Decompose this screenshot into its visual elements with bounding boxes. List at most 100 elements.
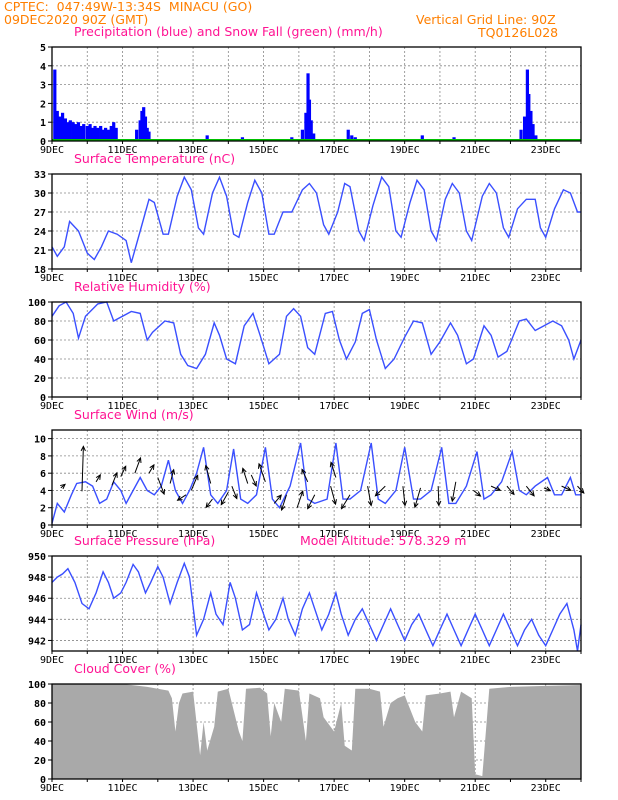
ytick-label-wind-3: 6 [40, 469, 46, 480]
wind-arrow-shaft-37 [561, 485, 571, 491]
wind-arrow-head-20 [298, 490, 304, 497]
series-line-temp [51, 175, 581, 263]
panel-title-precip: Precipitation (blue) and Snow Fall (gree… [74, 24, 383, 39]
precip-bar-20 [106, 129, 111, 141]
wind-arrow-shaft-28 [402, 486, 406, 506]
wind-arrow-shaft-13 [220, 491, 229, 505]
precip-bar-57 [531, 124, 535, 141]
precip-bar-56 [529, 110, 533, 141]
xtick-label-precip-2: 13DEC [178, 145, 208, 156]
xtick-label-temp-6: 21DEC [460, 273, 490, 284]
precip-bar-6 [68, 120, 72, 141]
precip-bar-14 [90, 127, 95, 141]
xtick-label-rh-1: 11DEC [107, 401, 137, 412]
xtick-label-wind-5: 19DEC [390, 529, 420, 540]
xtick-label-wind-7: 23DEC [531, 529, 561, 540]
panel-annotation-pres: Model Altitude: 578.329 m [300, 533, 466, 548]
wind-arrow-head-29 [413, 502, 419, 509]
ytick-label-wind-0: 0 [40, 521, 46, 532]
panel-rh: Relative Humidity (%) 0 20 40 60 80 100 9DEC 11D… [28, 279, 582, 412]
precip-bar-21 [109, 125, 113, 141]
xtick-label-pres-5: 19DEC [390, 655, 420, 666]
precip-bar-44 [350, 135, 354, 141]
header-grid-line: Vertical Grid Line: 90Z [416, 12, 556, 27]
xtick-label-precip-7: 23DEC [531, 145, 561, 156]
xtick-label-rh-3: 15DEC [249, 401, 279, 412]
panel-wind: Surface Wind (m/s) 0 2 4 6 8 10 9DEC 11DEC 13DEC 1… [34, 407, 585, 540]
wind-arrow-head-7 [160, 489, 166, 496]
xtick-label-wind-6: 21DEC [460, 529, 490, 540]
precip-bar-17 [99, 125, 103, 141]
wind-arrow-shaft-32 [473, 490, 481, 497]
precip-bar-19 [104, 127, 108, 141]
xtick-label-precip-0: 9DEC [40, 145, 64, 156]
wind-arrow-head-36 [545, 486, 552, 492]
wind-arrow-shaft-20 [296, 490, 304, 508]
ytick-label-rh-1: 20 [34, 374, 46, 385]
xtick-label-temp-0: 9DEC [40, 273, 64, 284]
xtick-label-pres-2: 13DEC [178, 655, 208, 666]
precip-bar-27 [140, 110, 144, 141]
wind-arrow-head-33 [495, 486, 502, 491]
ytick-label-cloud-5: 100 [28, 680, 46, 691]
xtick-label-wind-4: 17DEC [319, 529, 349, 540]
xtick-label-cloud-2: 13DEC [178, 783, 208, 794]
xtick-label-cloud-3: 15DEC [249, 783, 279, 794]
wind-arrow-shaft-10 [190, 475, 199, 491]
xtick-label-cloud-6: 21DEC [460, 783, 490, 794]
wind-arrow-head-14 [232, 493, 238, 500]
ytick-label-pres-2: 946 [28, 594, 46, 605]
ytick-label-cloud-0: 0 [40, 775, 46, 786]
wind-arrow-head-35 [529, 490, 535, 497]
wind-arrow-head-37 [565, 486, 572, 491]
ytick-label-wind-4: 8 [40, 452, 46, 463]
wind-arrow-head-25 [340, 503, 347, 510]
wind-arrow-head-24 [329, 461, 335, 468]
wind-arrow-shaft-36 [543, 487, 551, 492]
precip-bar-53 [522, 116, 527, 141]
precip-bar-43 [346, 129, 350, 141]
wind-arrow-shaft-30 [437, 486, 440, 506]
xtick-label-cloud-5: 19DEC [390, 783, 420, 794]
precip-bar-41 [309, 120, 313, 141]
xtick-label-pres-7: 23DEC [531, 655, 561, 666]
precip-bar-3 [60, 112, 65, 141]
precip-bar-37 [300, 129, 304, 141]
xtick-label-temp-7: 23DEC [531, 273, 561, 284]
wind-arrow-head-4 [121, 465, 127, 472]
xtick-label-pres-4: 17DEC [319, 655, 349, 666]
wind-arrow-head-23 [331, 499, 337, 506]
xtick-label-cloud-0: 9DEC [40, 783, 64, 794]
precip-bar-55 [527, 94, 531, 141]
panel-pres: Surface Pressure (hPa) Model Altitude: 57… [28, 533, 582, 666]
wind-arrow-head-11 [204, 464, 210, 471]
xtick-label-pres-3: 15DEC [249, 655, 279, 666]
xtick-label-rh-5: 19DEC [390, 401, 420, 412]
wind-arrow-shaft-2 [95, 474, 101, 483]
wind-arrow-shaft-33 [490, 485, 501, 491]
precip-bar-5 [66, 122, 70, 141]
wind-arrow-shaft-5 [134, 457, 141, 474]
ytick-label-wind-5: 10 [34, 435, 46, 446]
wind-arrow-head-15 [241, 467, 247, 474]
ytick-label-cloud-1: 20 [34, 756, 46, 767]
xtick-label-cloud-7: 23DEC [531, 783, 561, 794]
precip-bar-1 [55, 110, 59, 141]
ytick-label-pres-3: 948 [28, 573, 46, 584]
wind-arrow-head-18 [276, 494, 282, 501]
precip-bar-30 [145, 127, 149, 141]
header-station: CPTEC: 047:49W-13:34S MINACU (GO) [4, 0, 253, 14]
ytick-label-precip-0: 0 [40, 137, 46, 148]
xtick-label-cloud-4: 17DEC [319, 783, 349, 794]
ytick-label-wind-1: 2 [40, 504, 46, 515]
wind-arrow-head-6 [149, 463, 155, 470]
wind-arrow-shaft-21 [301, 469, 309, 483]
precip-bar-58 [534, 135, 538, 141]
wind-arrow-shaft-17 [258, 463, 266, 482]
xtick-label-cloud-1: 11DEC [107, 783, 137, 794]
panel-frame-temp [51, 173, 582, 270]
precip-bar-16 [96, 127, 100, 141]
ytick-label-temp-0: 18 [34, 265, 46, 276]
wind-arrow-head-1 [80, 445, 86, 452]
wind-arrow-shaft-15 [242, 468, 249, 484]
